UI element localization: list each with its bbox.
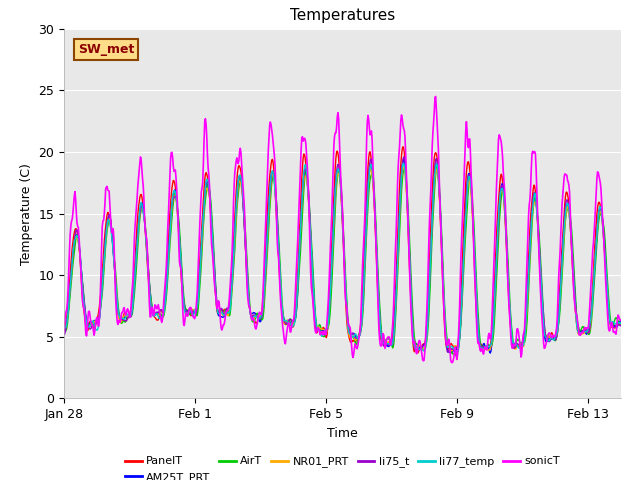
NR01_PRT: [173, 203, 180, 208]
sonicT: [60, 329, 68, 335]
AirT: [433, 163, 441, 168]
sonicT: [617, 317, 625, 323]
sonicT: [448, 360, 456, 366]
NR01_PRT: [60, 326, 68, 332]
AM25T_PRT: [400, 156, 408, 162]
PanelT: [124, 315, 131, 321]
NR01_PRT: [348, 334, 356, 340]
Line: li77_temp: li77_temp: [64, 163, 621, 352]
AM25T_PRT: [348, 331, 356, 337]
NR01_PRT: [448, 348, 456, 354]
li77_temp: [617, 321, 625, 327]
Y-axis label: Temperature (C): Temperature (C): [20, 163, 33, 264]
AM25T_PRT: [60, 324, 68, 330]
Line: AM25T_PRT: AM25T_PRT: [64, 159, 621, 353]
li77_temp: [487, 341, 495, 347]
li77_temp: [454, 349, 461, 355]
AirT: [124, 314, 131, 320]
li75_t: [348, 330, 356, 336]
AM25T_PRT: [173, 198, 180, 204]
Line: AirT: AirT: [64, 166, 621, 356]
AirT: [348, 335, 356, 340]
li75_t: [396, 211, 403, 216]
NR01_PRT: [617, 323, 625, 328]
PanelT: [348, 338, 356, 344]
Line: sonicT: sonicT: [64, 96, 621, 363]
NR01_PRT: [487, 344, 495, 349]
AM25T_PRT: [124, 315, 131, 321]
PanelT: [173, 198, 180, 204]
PanelT: [60, 324, 68, 329]
Line: li75_t: li75_t: [64, 157, 621, 352]
AM25T_PRT: [487, 348, 495, 354]
li77_temp: [400, 160, 408, 166]
li77_temp: [173, 199, 180, 204]
li75_t: [124, 316, 131, 322]
AM25T_PRT: [486, 350, 494, 356]
li75_t: [135, 216, 143, 221]
AirT: [487, 343, 495, 348]
X-axis label: Time: Time: [327, 427, 358, 440]
li77_temp: [135, 215, 143, 221]
AirT: [617, 320, 625, 326]
li77_temp: [60, 325, 68, 331]
Legend: PanelT, AM25T_PRT, AirT, NR01_PRT, li75_t, li77_temp, sonicT: PanelT, AM25T_PRT, AirT, NR01_PRT, li75_…: [120, 452, 564, 480]
PanelT: [617, 322, 625, 328]
Line: NR01_PRT: NR01_PRT: [64, 168, 621, 351]
sonicT: [348, 352, 356, 358]
Title: Temperatures: Temperatures: [290, 9, 395, 24]
sonicT: [173, 187, 180, 192]
li75_t: [487, 341, 495, 347]
AM25T_PRT: [396, 213, 403, 218]
li75_t: [173, 199, 180, 204]
AM25T_PRT: [617, 318, 625, 324]
NR01_PRT: [124, 314, 131, 320]
PanelT: [396, 186, 403, 192]
sonicT: [487, 334, 495, 339]
NR01_PRT: [396, 216, 403, 222]
PanelT: [414, 350, 422, 356]
li75_t: [444, 349, 452, 355]
AirT: [452, 353, 460, 359]
li77_temp: [348, 334, 356, 339]
AirT: [60, 327, 68, 333]
li75_t: [400, 154, 408, 160]
NR01_PRT: [400, 165, 408, 170]
Text: SW_met: SW_met: [78, 43, 134, 56]
PanelT: [399, 144, 406, 150]
li75_t: [60, 332, 68, 338]
li77_temp: [124, 312, 131, 317]
Line: PanelT: PanelT: [64, 147, 621, 353]
AM25T_PRT: [135, 216, 143, 222]
li77_temp: [396, 212, 403, 217]
sonicT: [432, 94, 440, 99]
li75_t: [617, 323, 625, 329]
sonicT: [135, 166, 143, 172]
sonicT: [396, 145, 403, 151]
AirT: [173, 200, 180, 205]
NR01_PRT: [135, 218, 143, 224]
PanelT: [135, 200, 143, 205]
sonicT: [124, 306, 131, 312]
PanelT: [487, 339, 495, 345]
AirT: [396, 231, 403, 237]
AirT: [135, 223, 143, 229]
